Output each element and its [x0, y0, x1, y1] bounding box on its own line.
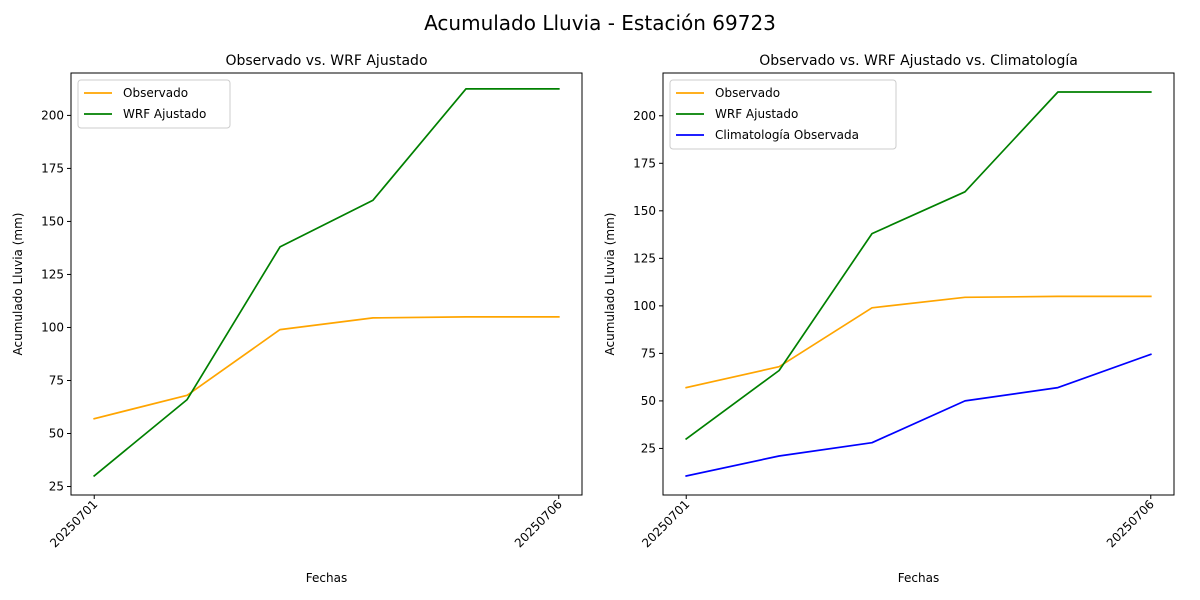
chart-1-y-axis-label: Acumulado Lluvia (mm)	[11, 213, 25, 356]
chart-2-y-tick-label: 75	[641, 346, 656, 360]
chart-2-y-tick-label: 100	[633, 299, 656, 313]
chart-2-series-line-wrf-ajustado	[685, 91, 1152, 441]
chart-1-y-tick-label: 25	[49, 480, 64, 494]
chart-2-y-tick-label: 200	[633, 109, 656, 123]
chart-2-x-axis-label: Fechas	[898, 571, 939, 585]
figure-suptitle: Acumulado Lluvia - Estación 69723	[424, 11, 776, 35]
chart-1-x-axis-label: Fechas	[306, 571, 347, 585]
chart-2-y-tick-label: 125	[633, 251, 656, 265]
chart-1-series-line-wrf-ajustado	[93, 88, 560, 478]
chart-2-y-tick-label: 175	[633, 156, 656, 170]
chart-2-legend-label-climatolog-a-observada: Climatología Observada	[715, 128, 859, 142]
chart-1-legend-label-observado: Observado	[123, 86, 188, 100]
chart-2-legend-label-wrf-ajustado: WRF Ajustado	[715, 107, 798, 121]
chart-2-legend-label-observado: Observado	[715, 86, 780, 100]
chart-2-title: Observado vs. WRF Ajustado vs. Climatolo…	[759, 53, 1078, 69]
chart-2-series-line-observado	[685, 295, 1152, 389]
chart-2-series-line-climatolog-a-observada	[685, 353, 1152, 478]
chart-1-title: Observado vs. WRF Ajustado	[225, 53, 427, 69]
chart-2-y-tick-label: 50	[641, 394, 656, 408]
chart-1-y-tick-label: 200	[41, 108, 64, 122]
chart-1-y-tick-label: 50	[49, 427, 64, 441]
chart-2-legend-frame	[669, 79, 897, 150]
chart-2-y-tick-label: 150	[633, 204, 656, 218]
chart-1-y-tick-label: 125	[41, 267, 64, 281]
chart-2-axes-frame	[662, 72, 1175, 496]
chart-1-y-tick-label: 150	[41, 214, 64, 228]
chart-1-series-line-observado	[93, 316, 560, 420]
chart-2-y-tick-label: 25	[641, 441, 656, 455]
chart-1-legend-frame	[77, 79, 231, 129]
chart-1-axes-frame	[70, 72, 583, 496]
chart-1-y-tick-label: 100	[41, 320, 64, 334]
chart-2-y-axis-label: Acumulado Lluvia (mm)	[603, 213, 617, 356]
chart-1-y-tick-label: 175	[41, 161, 64, 175]
chart-1-y-tick-label: 75	[49, 373, 64, 387]
chart-2-legend: Observado WRF Ajustado Climatología Observ…	[669, 79, 897, 150]
chart-1-legend: Observado WRF Ajustado	[77, 79, 231, 129]
chart-1-legend-label-wrf-ajustado: WRF Ajustado	[123, 107, 206, 121]
